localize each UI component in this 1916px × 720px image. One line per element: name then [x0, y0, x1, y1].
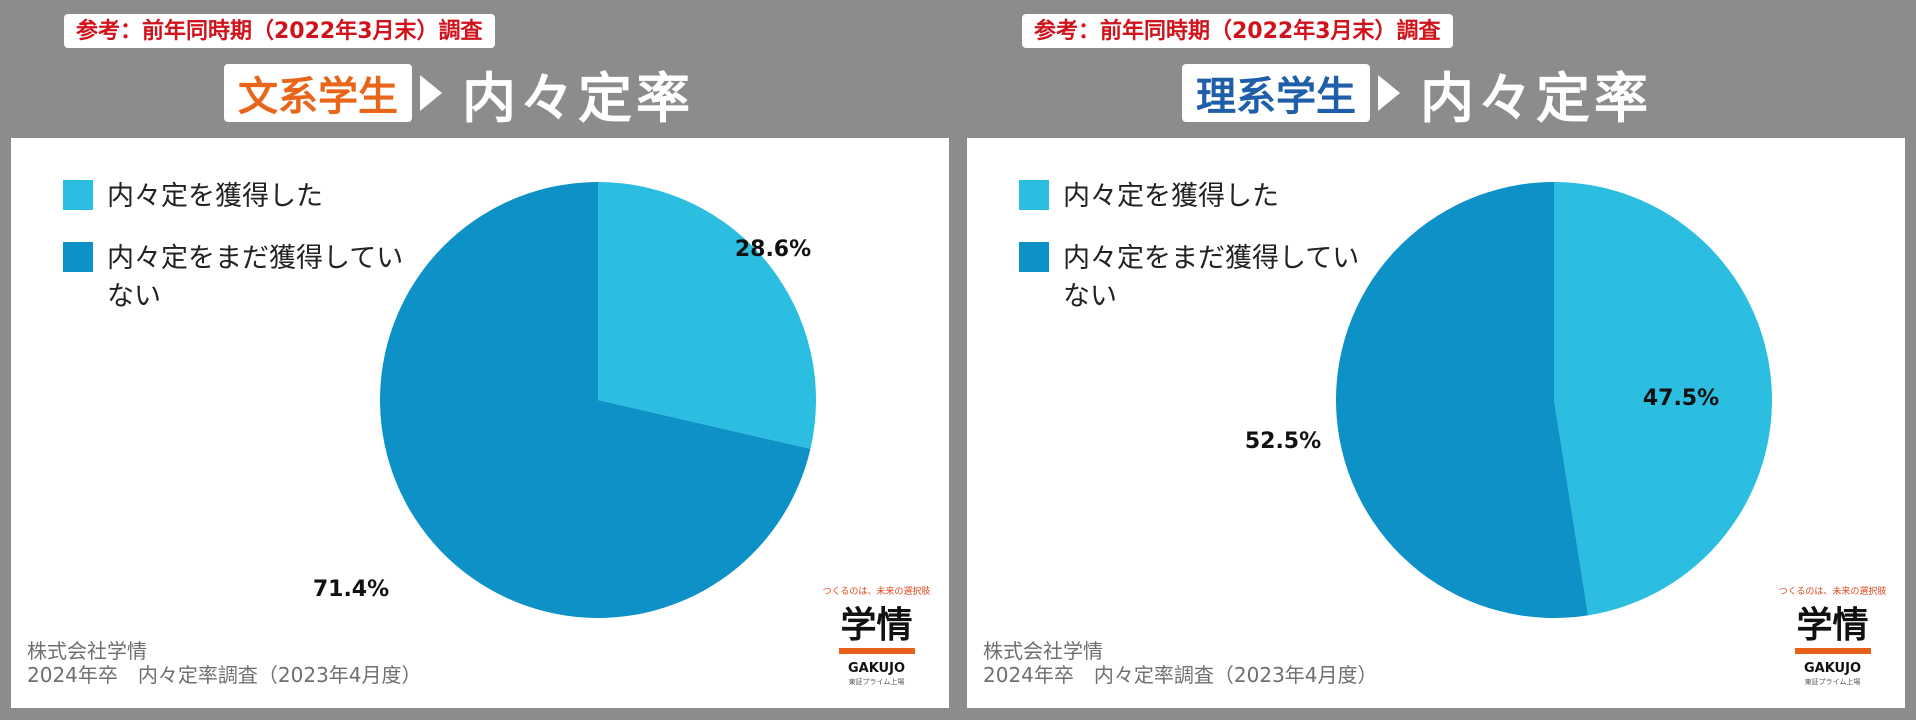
legend-swatch-not-acquired — [63, 242, 93, 272]
title-row: 文系学生 内々定率 — [224, 62, 694, 130]
legend-label: 内々定をまだ獲得していない — [107, 243, 404, 312]
legend-label: 内々定を獲得した — [1063, 181, 1279, 212]
pie-slice-acquired — [598, 182, 816, 449]
legend-swatch-not-acquired — [1019, 242, 1049, 272]
data-label-not-acquired: 71.4% — [313, 577, 389, 602]
legend: 内々定を獲得した 内々定をまだ獲得していない — [1019, 178, 1368, 340]
data-label-acquired: 28.6% — [735, 237, 811, 262]
logo-name-en: GAKUJO — [847, 661, 906, 676]
arrow-icon — [1378, 75, 1400, 111]
legend-label: 内々定を獲得した — [107, 181, 323, 212]
source-survey: 2024年卒 内々定率調査（2023年4月度） — [27, 663, 422, 687]
pie-chart: 47.5% 52.5% — [1245, 182, 1772, 618]
source-company: 株式会社学情 — [27, 639, 147, 663]
logo-tagline: つくるのは、未来の選択肢 — [822, 587, 931, 597]
legend-label: 内々定をまだ獲得していない — [1063, 243, 1360, 312]
pie-slice-not-acquired — [1335, 182, 1589, 618]
logo-name-en: GAKUJO — [1803, 661, 1862, 676]
source-footer: 株式会社学情 2024年卒 内々定率調査（2023年4月度） — [27, 639, 422, 687]
legend-item-not-acquired: 内々定をまだ獲得していない — [1019, 240, 1368, 316]
logo-bar — [1794, 648, 1871, 654]
logo-sub: 東証プライム上場 — [848, 678, 905, 686]
logo-name: 学情 — [1796, 605, 1869, 646]
chart-card-humanities: 内々定を獲得した 内々定をまだ獲得していない 28.6% 71.4% 株式会社学情… — [11, 138, 949, 708]
logo-tagline: つくるのは、未来の選択肢 — [1778, 587, 1887, 597]
reference-badge: 参考：前年同時期（2022年3月末）調査 — [1022, 14, 1453, 48]
legend: 内々定を獲得した 内々定をまだ獲得していない — [63, 178, 412, 340]
student-type-tag: 理系学生 — [1182, 64, 1370, 122]
gakujo-logo: つくるのは、未来の選択肢 学情 GAKUJO 東証プライム上場 — [819, 586, 934, 687]
chart-card-science: 内々定を獲得した 内々定をまだ獲得していない 47.5% 52.5% 株式会社学情… — [967, 138, 1905, 708]
source-footer: 株式会社学情 2024年卒 内々定率調査（2023年4月度） — [983, 639, 1378, 687]
right-panel-header: 参考：前年同時期（2022年3月末）調査 理系学生 内々定率 — [958, 0, 1908, 136]
chart-title: 内々定率 — [1420, 66, 1652, 130]
arrow-icon — [420, 75, 442, 111]
pie-chart: 28.6% 71.4% — [313, 182, 816, 618]
logo-bar — [838, 648, 915, 654]
student-type-tag: 文系学生 — [224, 64, 412, 122]
gakujo-logo: つくるのは、未来の選択肢 学情 GAKUJO 東証プライム上場 — [1775, 586, 1890, 687]
data-label-acquired: 47.5% — [1643, 386, 1719, 411]
source-company: 株式会社学情 — [983, 639, 1103, 663]
pie-slice-acquired — [1554, 182, 1772, 616]
legend-item-acquired: 内々定を獲得した — [63, 178, 412, 216]
chart-title: 内々定率 — [462, 66, 694, 130]
logo-sub: 東証プライム上場 — [1804, 678, 1861, 686]
data-label-not-acquired: 52.5% — [1245, 429, 1321, 454]
title-row: 理系学生 内々定率 — [1182, 62, 1652, 130]
reference-badge: 参考：前年同時期（2022年3月末）調査 — [64, 14, 495, 48]
source-survey: 2024年卒 内々定率調査（2023年4月度） — [983, 663, 1378, 687]
legend-swatch-acquired — [1019, 180, 1049, 210]
legend-item-not-acquired: 内々定をまだ獲得していない — [63, 240, 412, 316]
legend-swatch-acquired — [63, 180, 93, 210]
pie-slice-not-acquired — [379, 182, 811, 618]
left-panel-header: 参考：前年同時期（2022年3月末）調査 文系学生 内々定率 — [0, 0, 950, 136]
legend-item-acquired: 内々定を獲得した — [1019, 178, 1368, 216]
logo-name: 学情 — [840, 605, 913, 646]
